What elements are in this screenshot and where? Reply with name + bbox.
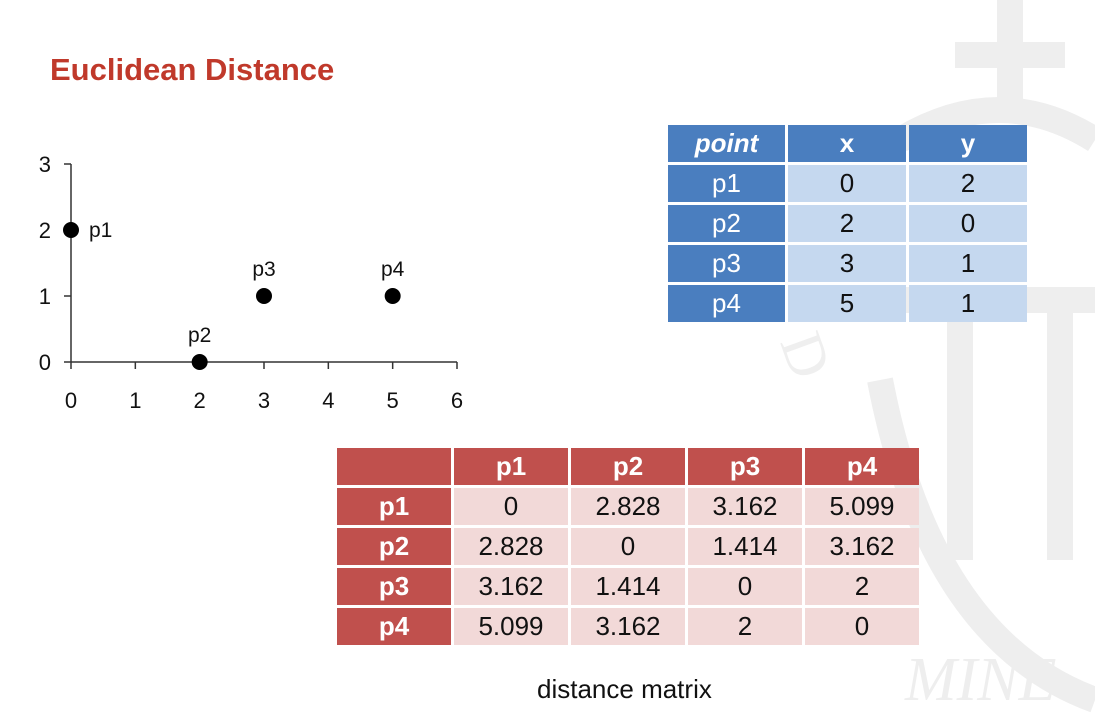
matrix-cell: 2: [805, 568, 919, 605]
matrix-cell: 5.099: [454, 608, 568, 645]
matrix-cell: 1.414: [571, 568, 685, 605]
point-y: 1: [909, 245, 1027, 282]
distance-matrix-caption: distance matrix: [537, 674, 712, 704]
point-y: 1: [909, 285, 1027, 322]
point-name: p2: [668, 205, 785, 242]
matrix-col-header: p1: [454, 448, 568, 485]
point-x: 3: [788, 245, 906, 282]
slide-title: Euclidean Distance: [50, 52, 335, 87]
x-tick-label: 0: [65, 388, 77, 413]
matrix-cell: 3.162: [571, 608, 685, 645]
table-row: p4 5 1: [668, 285, 1027, 322]
x-tick-label: 2: [194, 388, 206, 413]
table-row: p1 0 2.828 3.162 5.099: [337, 488, 919, 525]
svg-text:MINE: MINE: [904, 646, 1057, 714]
distance-matrix-table: p1 p2 p3 p4 p1 0 2.828 3.162 5.099 p2 2.…: [334, 445, 922, 648]
x-tick-label: 4: [322, 388, 334, 413]
table-row: p3 3 1: [668, 245, 1027, 282]
matrix-cell: 1.414: [688, 528, 802, 565]
matrix-header: p1 p2 p3 p4: [337, 448, 919, 485]
matrix-col-header: p2: [571, 448, 685, 485]
matrix-cell: 3.162: [688, 488, 802, 525]
matrix-cell: 0: [571, 528, 685, 565]
point-name: p4: [668, 285, 785, 322]
table-row: p4 5.099 3.162 2 0: [337, 608, 919, 645]
point-label-p3: p3: [252, 258, 275, 281]
matrix-cell: 2.828: [454, 528, 568, 565]
matrix-row-header: p3: [337, 568, 451, 605]
point-label-p2: p2: [188, 324, 211, 347]
matrix-cell: 2.828: [571, 488, 685, 525]
table-row: p3 3.162 1.414 0 2: [337, 568, 919, 605]
table-row: p1 0 2: [668, 165, 1027, 202]
point-x: 5: [788, 285, 906, 322]
y-tick-label: 1: [39, 284, 51, 309]
matrix-cell: 3.162: [805, 528, 919, 565]
data-point-p1: [63, 222, 79, 238]
matrix-col-header: p3: [688, 448, 802, 485]
point-label-p4: p4: [381, 258, 405, 281]
y-tick-label: 2: [39, 218, 51, 243]
matrix-row-header: p2: [337, 528, 451, 565]
matrix-cell: 3.162: [454, 568, 568, 605]
y-tick-label: 3: [39, 152, 51, 177]
point-name: p1: [668, 165, 785, 202]
matrix-cell: 0: [805, 608, 919, 645]
header-x: x: [788, 125, 906, 162]
header-point: point: [668, 125, 785, 162]
point-x: 2: [788, 205, 906, 242]
matrix-cell: 0: [688, 568, 802, 605]
point-name: p3: [668, 245, 785, 282]
points-table: point x y p1 0 2 p2 2 0 p3 3 1 p4 5 1: [665, 122, 1030, 325]
point-y: 2: [909, 165, 1027, 202]
table-row: p2 2.828 0 1.414 3.162: [337, 528, 919, 565]
points-table-header: point x y: [668, 125, 1027, 162]
data-point-p4: [384, 288, 401, 304]
data-point-p2: [191, 354, 208, 370]
x-tick-label: 3: [258, 388, 270, 413]
matrix-row-header: p1: [337, 488, 451, 525]
matrix-row-header: p4: [337, 608, 451, 645]
data-point-p3: [256, 288, 272, 304]
matrix-col-header: p4: [805, 448, 919, 485]
point-label-p1: p1: [89, 219, 112, 242]
matrix-cell: 2: [688, 608, 802, 645]
x-tick-label: 1: [129, 388, 141, 413]
matrix-cell: 0: [454, 488, 568, 525]
y-tick-label: 0: [39, 350, 51, 375]
matrix-corner: [337, 448, 451, 485]
header-y: y: [909, 125, 1027, 162]
table-row: p2 2 0: [668, 205, 1027, 242]
point-x: 0: [788, 165, 906, 202]
x-tick-label: 6: [451, 388, 463, 413]
matrix-cell: 5.099: [805, 488, 919, 525]
x-tick-label: 5: [387, 388, 399, 413]
point-y: 0: [909, 205, 1027, 242]
